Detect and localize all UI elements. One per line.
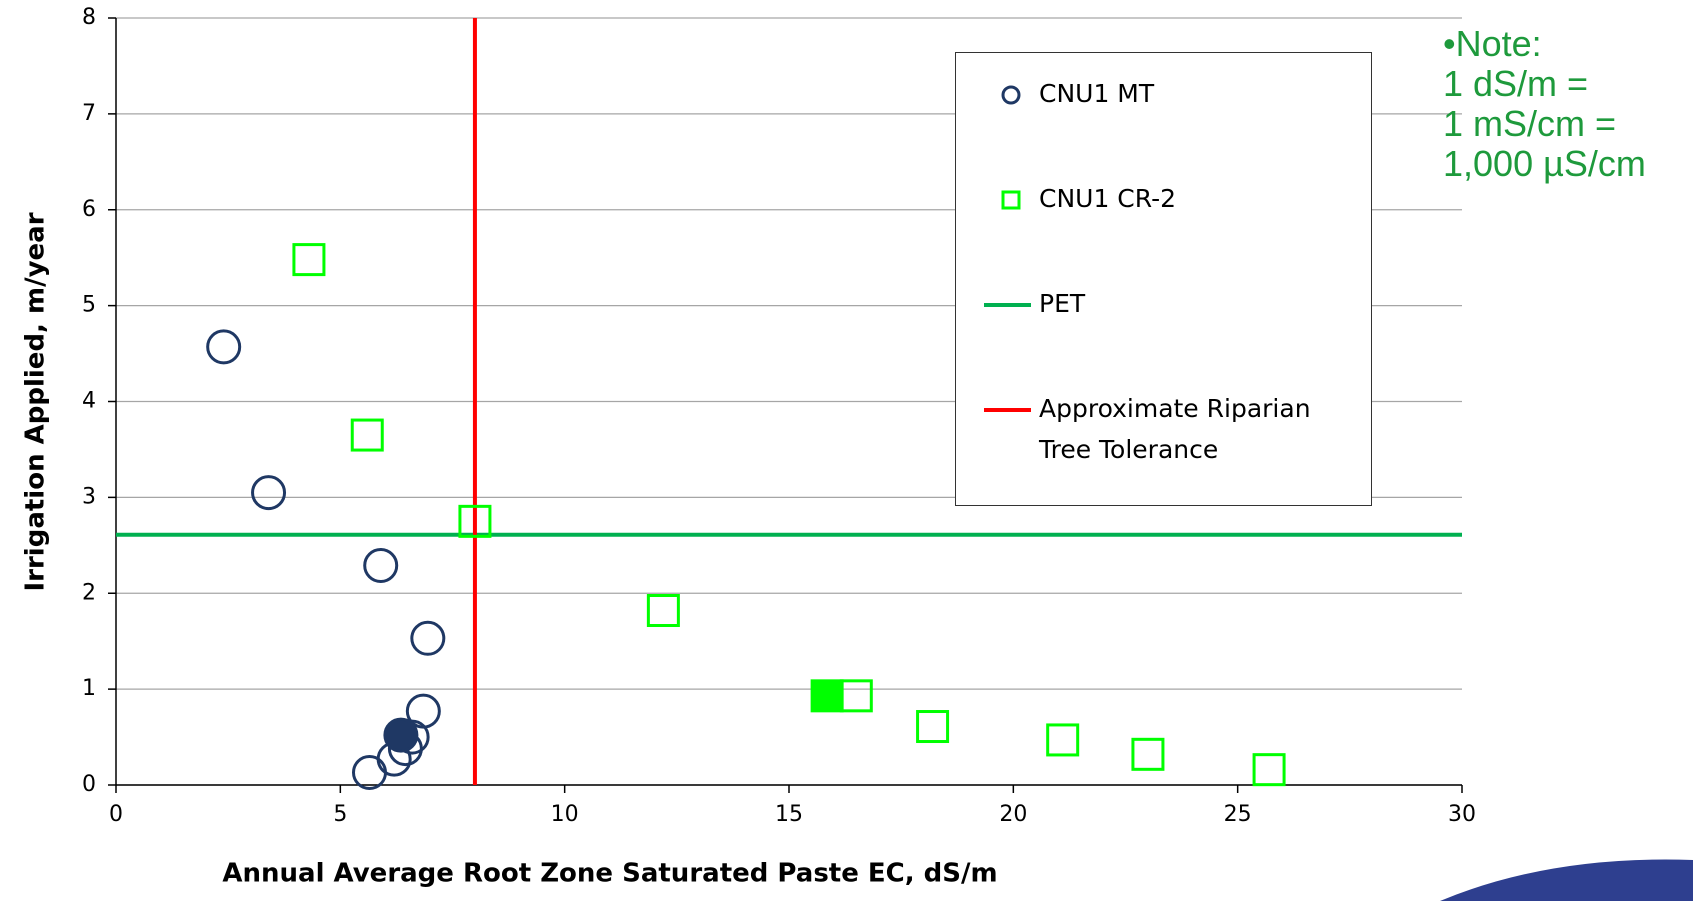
legend-label: Approximate Riparian Tree Tolerance — [1039, 394, 1311, 464]
y-axis-title: Irrigation Applied, m/year — [21, 212, 51, 591]
y-tick-label: 3 — [82, 484, 96, 509]
marker — [1252, 753, 1286, 787]
x-tick-label: 0 — [109, 802, 123, 827]
legend-symbol — [984, 408, 1031, 412]
marker — [1046, 723, 1080, 757]
marker — [810, 679, 844, 713]
x-tick-label: 5 — [333, 802, 347, 827]
x-tick-label: 25 — [1224, 802, 1252, 827]
marker — [1001, 85, 1021, 105]
legend-symbol — [984, 303, 1031, 307]
marker — [916, 710, 950, 744]
legend-item: CNU1 CR-2 — [956, 184, 1339, 219]
y-tick-label: 2 — [82, 580, 96, 605]
marker — [383, 717, 419, 753]
x-tick-label: 15 — [775, 802, 803, 827]
legend-symbol — [1001, 190, 1021, 210]
marker — [251, 475, 287, 511]
legend-label: CNU1 MT — [1039, 79, 1155, 108]
y-tick-label: 8 — [82, 5, 96, 30]
marker — [350, 418, 384, 452]
y-tick-label: 1 — [82, 676, 96, 701]
y-tick-label: 6 — [82, 197, 96, 222]
marker — [1001, 190, 1021, 210]
x-tick-label: 30 — [1448, 802, 1476, 827]
logo — [1440, 859, 1693, 901]
note: •Note: 1 dS/m = 1 mS/cm = 1,000 µS/cm — [1443, 24, 1646, 184]
marker — [458, 504, 492, 538]
marker — [363, 547, 399, 583]
y-tick-label: 5 — [82, 293, 96, 318]
marker — [292, 243, 326, 277]
note-line: •Note: — [1443, 23, 1542, 64]
marker — [646, 594, 680, 628]
note-line: 1 mS/cm = — [1443, 103, 1617, 144]
legend-item: PET — [956, 289, 1339, 324]
y-tick-label: 0 — [82, 772, 96, 797]
legend-item: CNU1 MT — [956, 79, 1339, 114]
note-line: 1,000 µS/cm — [1443, 143, 1646, 184]
marker — [1131, 737, 1165, 771]
legend: CNU1 MT CNU1 CR-2 PET Approximate Riparian … — [955, 52, 1372, 506]
marker — [206, 329, 242, 365]
y-tick-label: 4 — [82, 389, 96, 414]
legend-label: CNU1 CR-2 — [1039, 184, 1177, 213]
x-axis-title: Annual Average Root Zone Saturated Paste… — [222, 859, 997, 889]
x-tick-label: 20 — [999, 802, 1027, 827]
marker — [351, 755, 387, 791]
legend-label: PET — [1039, 289, 1086, 318]
x-tick-label: 10 — [551, 802, 579, 827]
note-line: 1 dS/m = — [1443, 63, 1589, 104]
marker — [410, 620, 446, 656]
y-tick-label: 7 — [82, 101, 96, 126]
legend-item: Approximate Riparian Tree Tolerance — [956, 394, 1339, 470]
marker — [839, 679, 873, 713]
legend-symbol — [1001, 85, 1021, 105]
